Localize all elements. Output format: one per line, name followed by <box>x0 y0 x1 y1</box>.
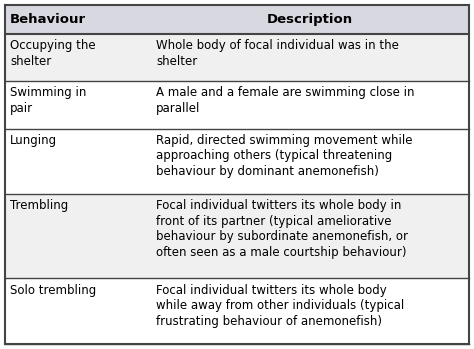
Text: A male and a female are swimming close in
parallel: A male and a female are swimming close i… <box>156 87 415 115</box>
Text: Trembling: Trembling <box>10 200 68 213</box>
Bar <box>5 81 469 128</box>
Bar <box>5 34 469 81</box>
Bar <box>5 278 469 344</box>
Text: Focal individual twitters its whole body
while away from other individuals (typi: Focal individual twitters its whole body… <box>156 283 404 328</box>
Text: Description: Description <box>267 13 353 26</box>
Bar <box>5 194 469 278</box>
Text: Behaviour: Behaviour <box>10 13 86 26</box>
Text: Lunging: Lunging <box>10 134 57 147</box>
Text: Solo trembling: Solo trembling <box>10 283 96 297</box>
Text: Rapid, directed swimming movement while
approaching others (typical threatening
: Rapid, directed swimming movement while … <box>156 134 413 178</box>
Text: Occupying the
shelter: Occupying the shelter <box>10 39 96 68</box>
Text: Whole body of focal individual was in the
shelter: Whole body of focal individual was in th… <box>156 39 399 68</box>
Bar <box>5 5 469 34</box>
Bar <box>5 128 469 194</box>
Text: Focal individual twitters its whole body in
front of its partner (typical amelio: Focal individual twitters its whole body… <box>156 200 408 259</box>
Text: Swimming in
pair: Swimming in pair <box>10 87 86 115</box>
